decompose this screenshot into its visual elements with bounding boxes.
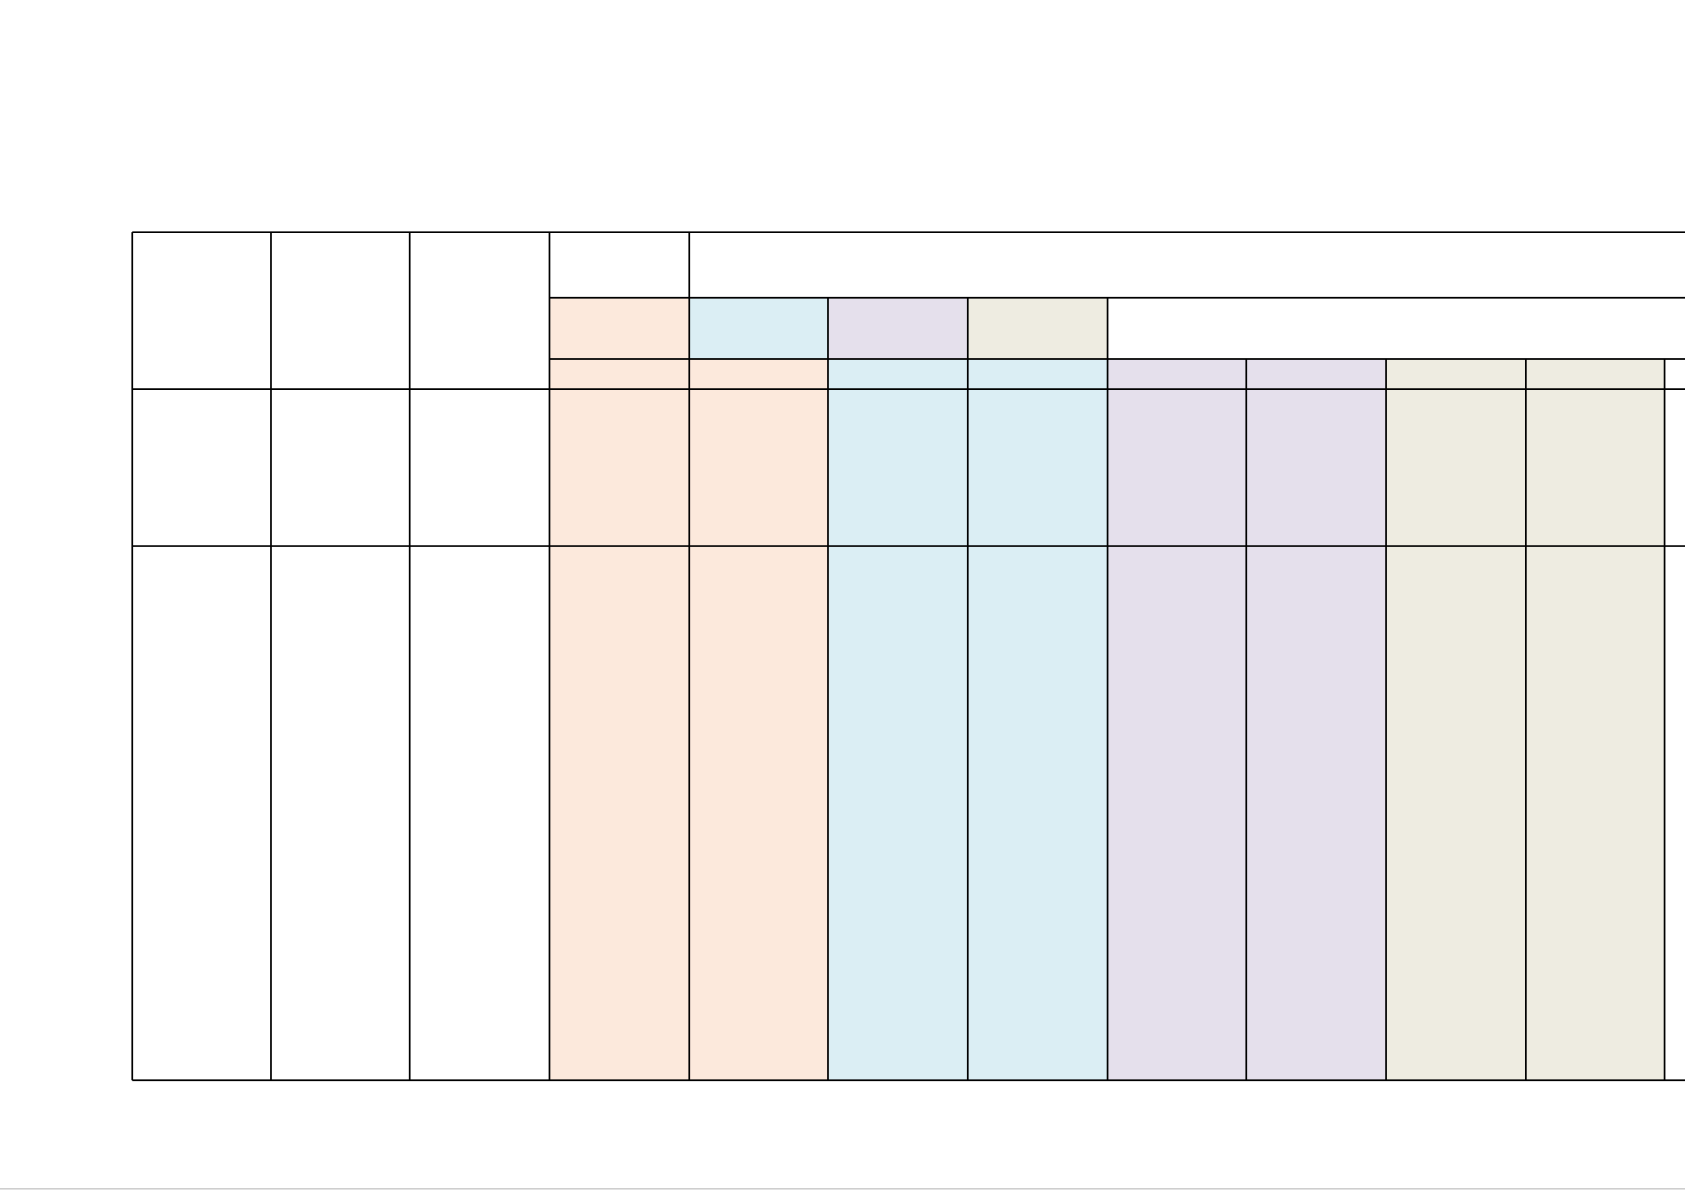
cell-fill-purple (827, 297, 968, 360)
cell-fill-beige (967, 297, 1108, 360)
cell-fill-orange (689, 359, 828, 1081)
cell-fill-orange (549, 297, 690, 1081)
cell-fill-blue (689, 297, 828, 360)
